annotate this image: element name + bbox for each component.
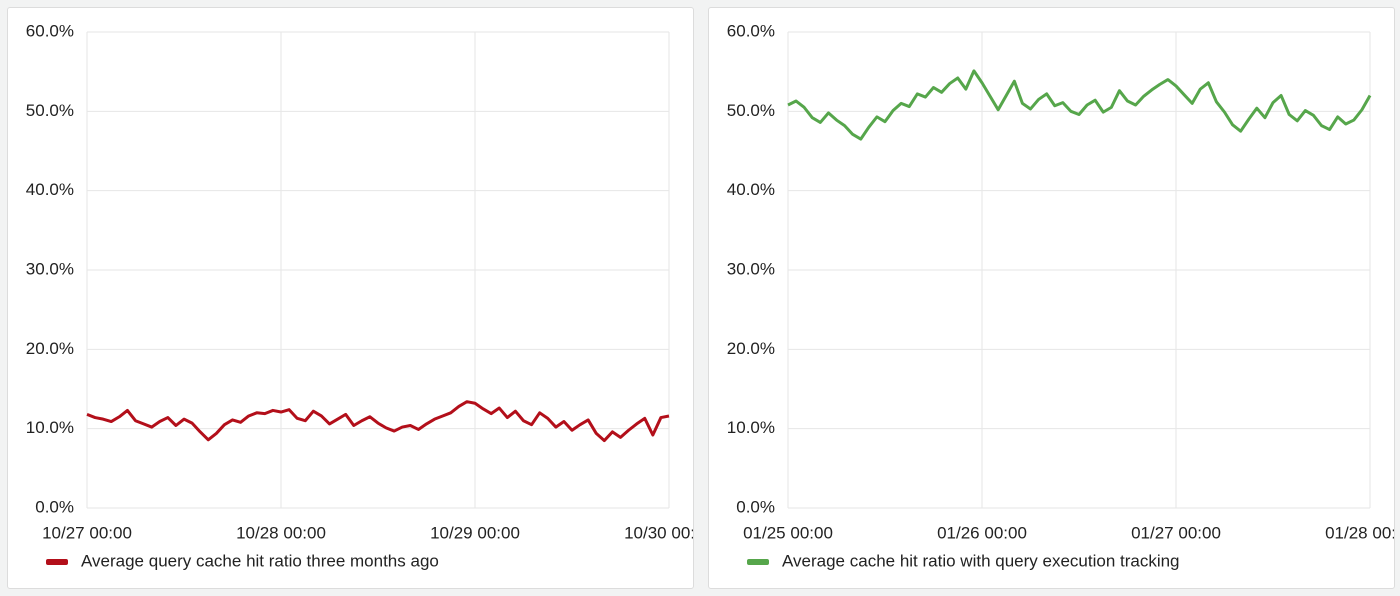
x-tick-label: 10/29 00:00 xyxy=(430,523,520,542)
x-tick-label: 01/25 00:00 xyxy=(743,523,833,542)
y-tick-label: 20.0% xyxy=(26,339,74,358)
line xyxy=(86,400,670,443)
x-tick-label: 01/27 00:00 xyxy=(1131,523,1221,542)
chart: 0.0% 10.0% 20.0% 30.0% 40.0% 50.0% 60.0% 01/25 … xyxy=(727,21,1394,570)
y-tick-label: 30.0% xyxy=(26,259,74,278)
panel: 0.0% 10.0% 20.0% 30.0% 40.0% 50.0% 60.0% 01/25 … xyxy=(708,7,1395,589)
legend-swatch xyxy=(747,559,769,565)
y-tick-label: 10.0% xyxy=(727,418,775,437)
chart: 0.0% 10.0% 20.0% 30.0% 40.0% 50.0% 60.0% 10/27 … xyxy=(26,21,693,570)
y-tick-label: 10.0% xyxy=(26,418,74,437)
y-tick-label: 50.0% xyxy=(727,101,775,120)
x-tick-label: 10/28 00:00 xyxy=(236,523,326,542)
y-tick-label: 50.0% xyxy=(26,101,74,120)
x-tick-label: 10/30 00:00 xyxy=(624,523,693,542)
y-tick-label: 40.0% xyxy=(26,180,74,199)
y-tick-label: 0.0% xyxy=(736,497,775,516)
x-tick-label: 10/27 00:00 xyxy=(42,523,132,542)
y-tick-label: 40.0% xyxy=(727,180,775,199)
y-tick-label: 60.0% xyxy=(26,21,74,40)
legend-label: Average cache hit ratio with query execu… xyxy=(782,551,1180,570)
y-tick-label: 0.0% xyxy=(35,497,74,516)
panel: 0.0% 10.0% 20.0% 30.0% 40.0% 50.0% 60.0% 10/27 … xyxy=(7,7,694,589)
legend-label: Average query cache hit ratio three mont… xyxy=(81,551,439,570)
line xyxy=(787,69,1372,141)
y-tick-label: 20.0% xyxy=(727,339,775,358)
y-tick-label: 60.0% xyxy=(727,21,775,40)
x-tick-label: 01/28 00:00 xyxy=(1325,523,1394,542)
x-tick-label: 01/26 00:00 xyxy=(937,523,1027,542)
legend-swatch xyxy=(46,559,68,565)
y-tick-label: 30.0% xyxy=(727,259,775,278)
